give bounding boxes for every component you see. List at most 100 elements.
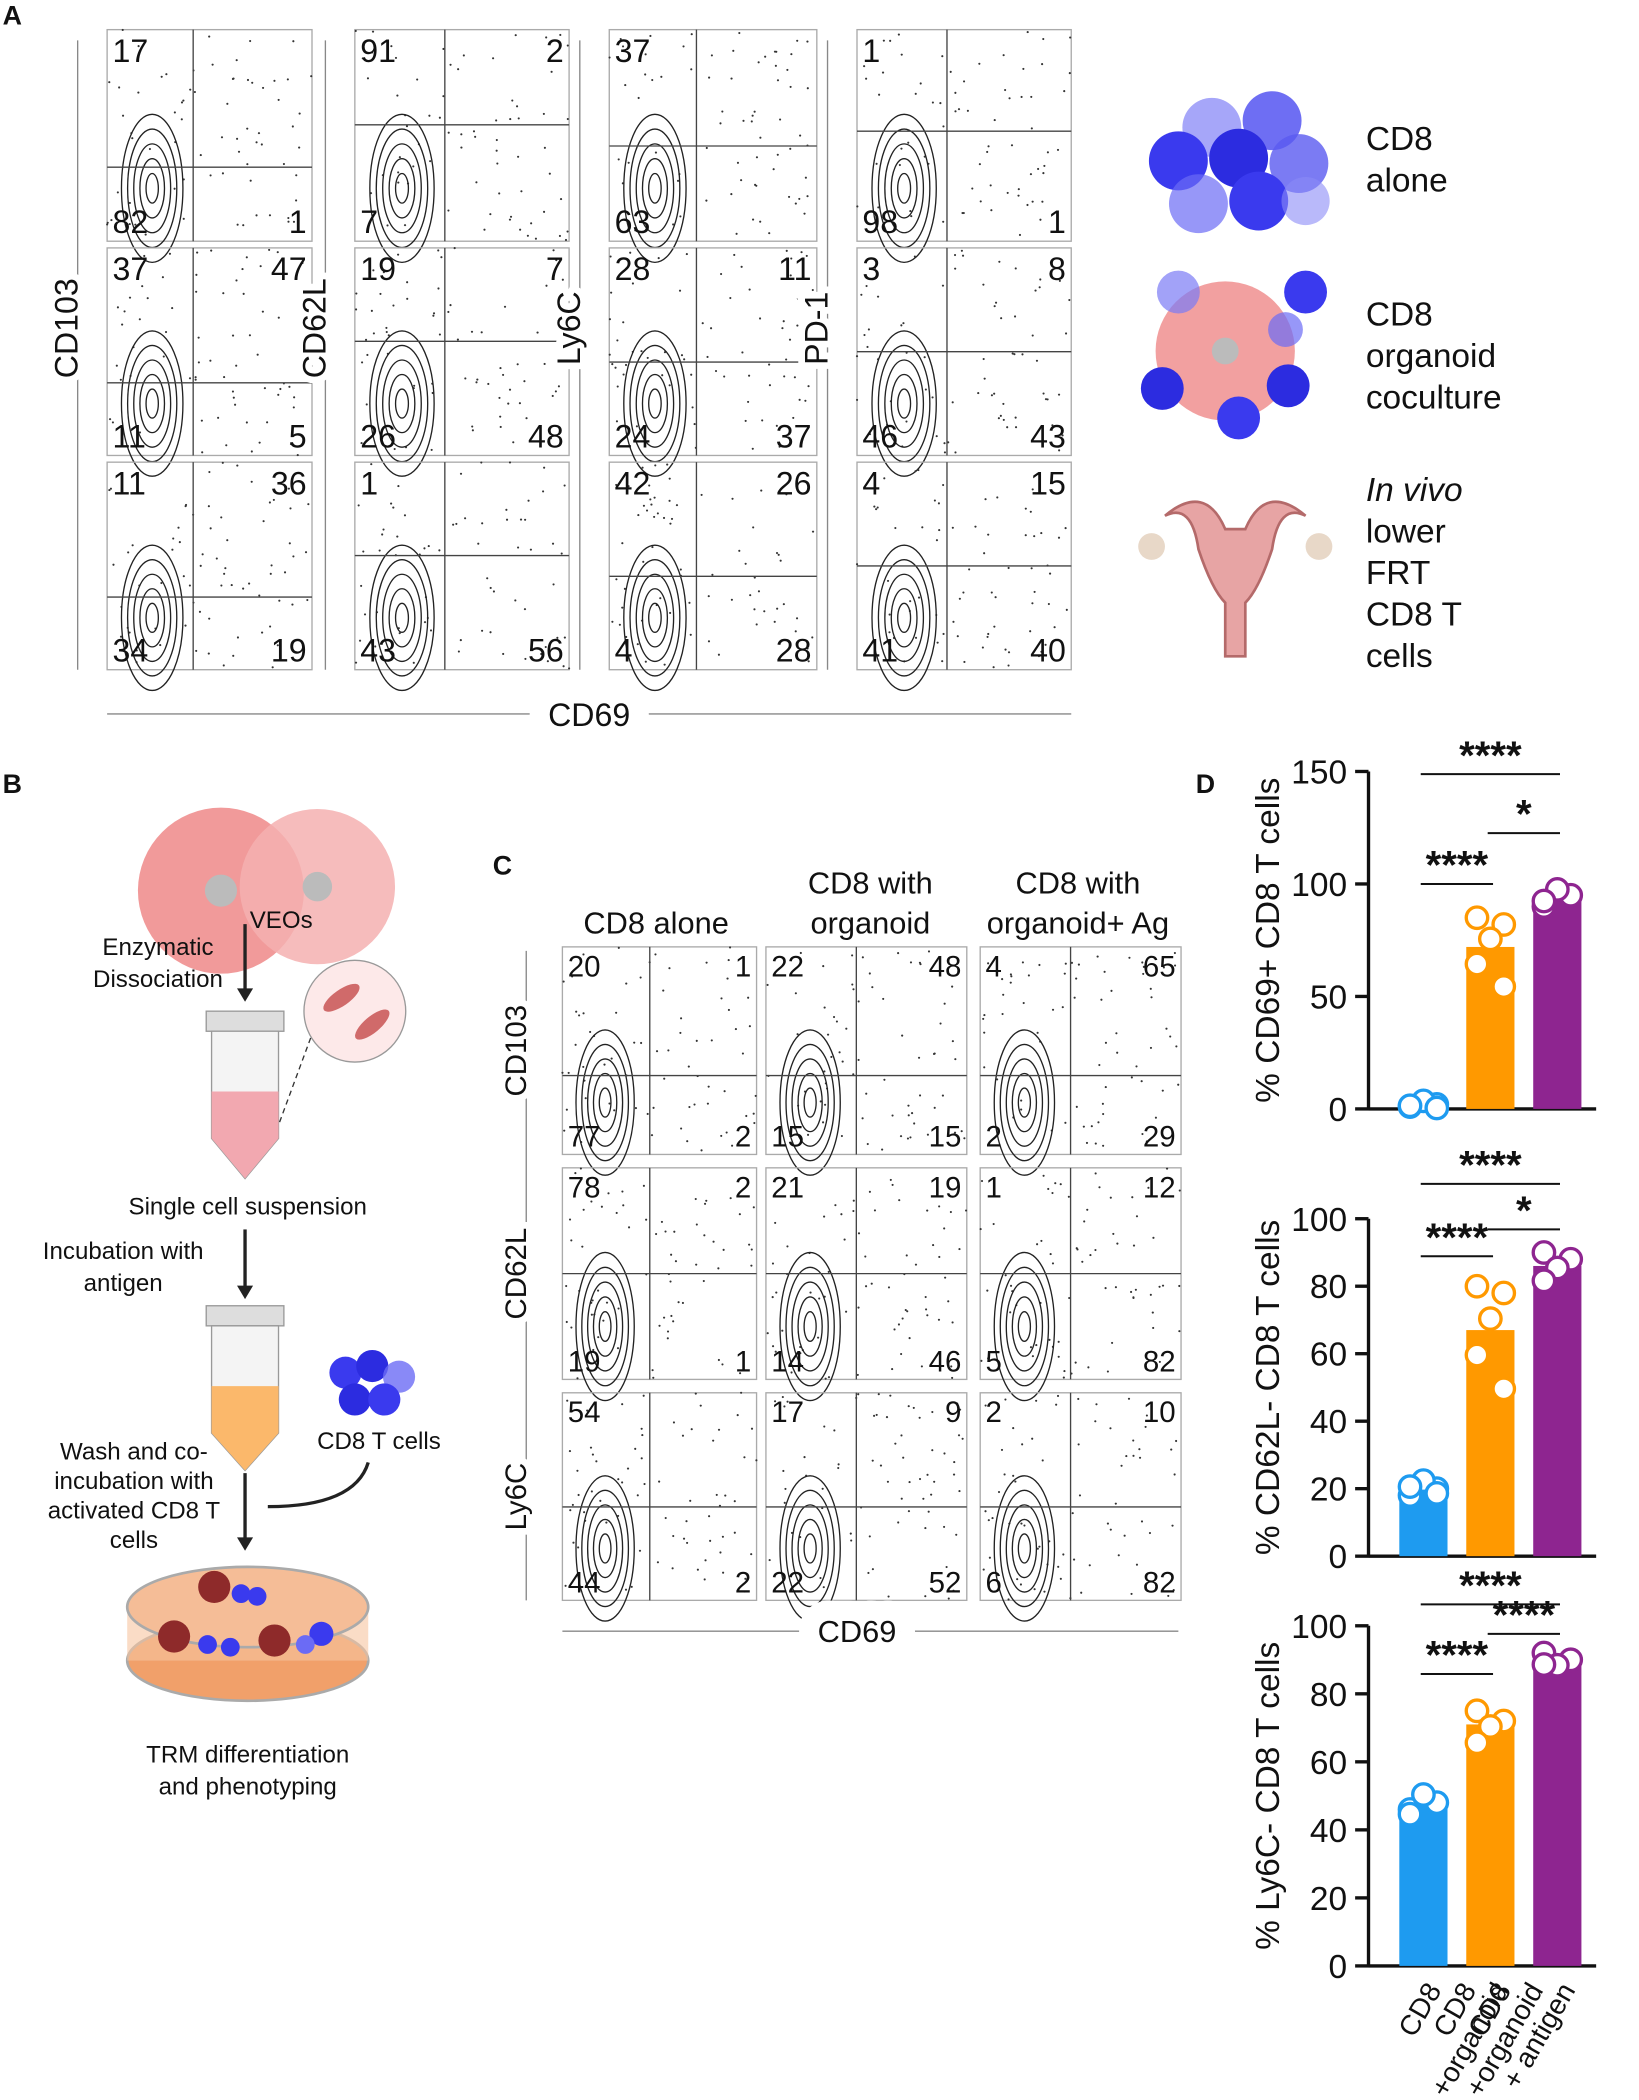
event-dot [726, 977, 729, 980]
event-dot [519, 518, 523, 521]
event-dot [207, 652, 210, 655]
event-dot [1125, 1455, 1128, 1458]
quadrant-value: 7 [360, 204, 378, 240]
event-dot [873, 505, 876, 508]
event-dot [381, 533, 384, 536]
event-dot [579, 1167, 582, 1170]
event-dot [1033, 1588, 1036, 1591]
event-dot [486, 577, 489, 580]
event-dot [902, 1456, 905, 1459]
event-dot [873, 1414, 876, 1417]
event-dot [799, 951, 802, 955]
event-dot [958, 1408, 962, 1411]
event-dot [449, 304, 452, 307]
event-dot [462, 54, 465, 57]
event-dot [1019, 1583, 1023, 1586]
quadrant-value: 14 [771, 1345, 804, 1378]
event-dot [914, 636, 918, 639]
event-dot [1086, 1208, 1089, 1211]
event-dot [1051, 424, 1054, 427]
step-text: VEOs [250, 907, 313, 934]
event-dot [986, 1289, 989, 1292]
event-dot [707, 595, 710, 598]
plot-frame [765, 946, 968, 1156]
event-dot [963, 1137, 966, 1140]
event-dot [785, 358, 788, 361]
event-dot [868, 972, 871, 975]
event-dot [245, 256, 248, 259]
event-dot [672, 1421, 676, 1424]
event-dot [224, 567, 227, 570]
event-dot [748, 374, 751, 377]
event-dot [776, 607, 779, 610]
contour [1017, 1311, 1032, 1342]
event-dot [544, 645, 547, 649]
event-dot [517, 155, 520, 158]
plot-frame [354, 247, 570, 457]
event-dot [731, 497, 734, 500]
event-dot [723, 1090, 726, 1093]
contour [139, 373, 166, 434]
event-dot [543, 362, 546, 366]
event-dot [165, 73, 168, 76]
quadrant-value: 34 [112, 633, 148, 669]
event-dot [1178, 1284, 1181, 1288]
event-dot [708, 1515, 711, 1518]
quadrant-value: 29 [1143, 1120, 1176, 1153]
event-dot [582, 953, 585, 956]
event-dot [250, 450, 253, 453]
event-dot [899, 1135, 903, 1138]
event-dot [1089, 1254, 1092, 1257]
event-dot [766, 1332, 769, 1335]
event-dot [269, 572, 272, 575]
contour [877, 559, 931, 677]
contour [797, 1296, 823, 1357]
event-dot [565, 1108, 568, 1111]
event-dot [768, 232, 771, 235]
event-dot [781, 327, 784, 330]
event-dot [699, 1404, 702, 1407]
event-dot [634, 1447, 637, 1450]
event-dot [907, 1510, 911, 1513]
event-dot [689, 1499, 692, 1502]
event-dot [1135, 1215, 1139, 1218]
event-dot [1057, 1340, 1060, 1343]
event-dot [677, 1301, 680, 1304]
event-dot [625, 982, 628, 985]
event-dot [248, 582, 251, 585]
data-point [1531, 1652, 1557, 1677]
contour [884, 143, 925, 234]
event-dot [616, 339, 619, 342]
event-dot [997, 1490, 1001, 1494]
event-dot [768, 384, 771, 387]
step-text: TRM differentiation [146, 1741, 349, 1768]
quadrant-value: 24 [615, 418, 651, 454]
contour [592, 1296, 618, 1357]
event-dot [231, 334, 235, 337]
event-dot [530, 222, 533, 225]
event-dot [292, 555, 295, 558]
event-dot [1002, 402, 1005, 405]
step-text: cells [110, 1527, 158, 1554]
event-dot [287, 220, 290, 223]
event-dot [584, 1097, 587, 1100]
contour [785, 1489, 835, 1608]
event-dot [999, 414, 1002, 417]
event-dot [529, 548, 532, 551]
event-dot [287, 216, 290, 220]
event-dot [495, 138, 498, 142]
event-dot [798, 398, 801, 401]
panel-label: A [3, 0, 22, 30]
event-dot [452, 523, 455, 526]
event-dot [524, 518, 527, 521]
event-dot [215, 557, 218, 560]
event-dot [1068, 298, 1071, 302]
event-dot [644, 660, 647, 663]
event-dot [269, 625, 272, 628]
event-dot [654, 151, 658, 154]
event-dot [1036, 1547, 1039, 1550]
quadrant-value: 11 [112, 418, 145, 454]
event-dot [857, 1058, 860, 1062]
event-dot [924, 1595, 927, 1598]
event-dot [1039, 278, 1042, 281]
